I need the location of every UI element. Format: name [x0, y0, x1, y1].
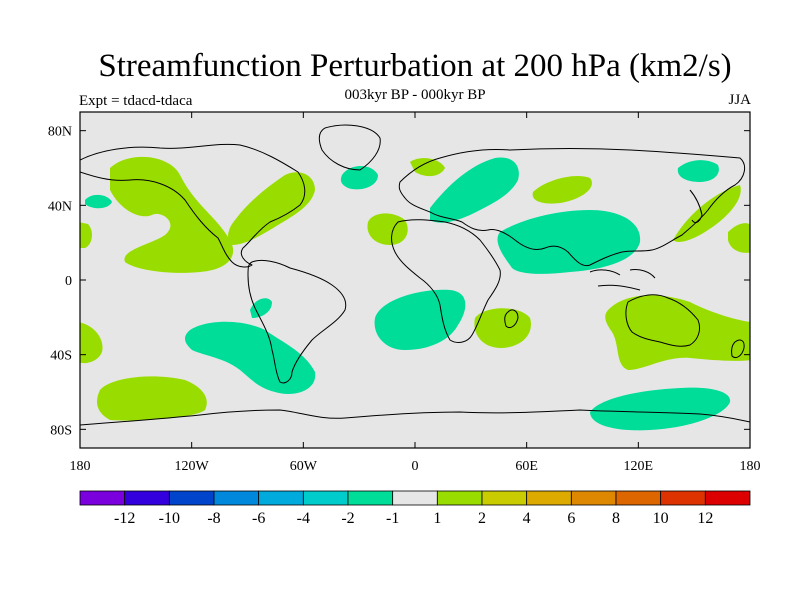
coastline-madagascar — [504, 309, 519, 329]
colorbar-label: 1 — [433, 510, 441, 527]
positive-anomaly-region — [728, 223, 750, 253]
anomaly-layer — [80, 156, 750, 431]
coastline-europe-asia — [398, 148, 746, 267]
negative-anomaly-region — [184, 321, 316, 394]
lon-tick-label: 120W — [175, 459, 210, 474]
coastline-japan — [689, 189, 703, 223]
colorbar-swatch — [481, 490, 528, 506]
coastline-antarctica — [80, 409, 750, 426]
colorbar-label: -10 — [159, 510, 180, 527]
coastline-greenland — [318, 124, 381, 171]
colorbar-swatch — [570, 490, 617, 506]
coastline-north-america — [80, 143, 306, 268]
negative-anomaly-region — [590, 387, 731, 431]
colorbar: -12 -10 -8 -6 -4 -2 -1 1 2 4 6 8 10 12 — [79, 490, 751, 527]
colorbar-swatch — [660, 490, 706, 506]
positive-anomaly-region — [228, 172, 315, 245]
lat-tick-label: 0 — [65, 274, 72, 289]
positive-anomaly-region — [532, 175, 592, 204]
map-tick-labels: 180 120W 60W 0 60E 120E 180 80N 40N 0 40S 80S — [48, 125, 761, 474]
colorbar-swatch — [615, 490, 662, 506]
colorbar-label: 2 — [478, 510, 486, 527]
colorbar-label: 10 — [653, 510, 669, 527]
colorbar-swatch — [258, 490, 304, 506]
plot-subtitle: 003kyr BP - 000kyr BP — [344, 87, 486, 103]
colorbar-label: 8 — [612, 510, 620, 527]
positive-anomaly-region — [474, 308, 531, 348]
colorbar-label: -12 — [114, 510, 135, 527]
lon-tick-label: 60E — [515, 459, 538, 474]
colorbar-swatch — [704, 490, 751, 506]
colorbar-label: -8 — [207, 510, 220, 527]
lon-tick-label: 0 — [412, 459, 419, 474]
colorbar-swatch — [79, 490, 126, 506]
lon-tick-label: 180 — [70, 459, 91, 474]
colorbar-label: 4 — [523, 510, 531, 527]
negative-anomaly-region — [374, 289, 466, 350]
coastlines — [80, 124, 750, 426]
negative-anomaly-region — [85, 194, 112, 209]
positive-anomaly-region — [410, 158, 445, 177]
colorbar-swatch — [526, 490, 572, 506]
colorbar-swatch — [124, 490, 170, 506]
positive-anomaly-region — [367, 213, 408, 245]
lat-tick-label: 80N — [48, 125, 72, 140]
colorbar-swatch — [347, 490, 394, 506]
colorbar-swatch — [302, 490, 349, 506]
colorbar-label: -1 — [386, 510, 399, 527]
lat-tick-label: 40N — [48, 199, 72, 214]
lat-tick-label: 80S — [50, 423, 72, 438]
coastline-indonesia — [589, 269, 656, 291]
negative-anomaly-region — [430, 157, 519, 223]
coastline-australia — [625, 294, 701, 347]
colorbar-label: -2 — [341, 510, 354, 527]
colorbar-swatch — [213, 490, 260, 506]
colorbar-label: -4 — [297, 510, 310, 527]
colorbar-label: 6 — [567, 510, 575, 527]
negative-anomaly-region — [340, 166, 378, 190]
coastline-new-zealand — [731, 339, 745, 359]
positive-anomaly-region — [80, 322, 103, 364]
lon-tick-label: 60W — [290, 459, 318, 474]
colorbar-label: 12 — [697, 510, 713, 527]
positive-anomaly-region — [97, 376, 207, 421]
coastline-south-america — [247, 259, 347, 384]
coastline-africa — [391, 219, 501, 343]
positive-anomaly-region — [605, 295, 750, 370]
colorbar-swatch — [436, 490, 483, 506]
negative-anomaly-region — [250, 298, 272, 318]
lon-tick-label: 120E — [624, 459, 654, 474]
map-ticks — [79, 112, 751, 448]
colorbar-label: -6 — [252, 510, 265, 527]
negative-anomaly-region — [677, 160, 719, 182]
lon-tick-label: 180 — [740, 459, 761, 474]
lat-tick-label: 40S — [50, 349, 72, 364]
experiment-label: Expt = tdacd-tdaca — [79, 93, 193, 109]
positive-anomaly-region — [110, 156, 234, 273]
season-label: JJA — [728, 92, 751, 108]
colorbar-swatch — [392, 490, 438, 506]
positive-anomaly-region — [80, 222, 92, 248]
plot-title: Streamfunction Perturbation at 200 hPa (… — [98, 48, 732, 84]
colorbar-swatch — [168, 490, 215, 506]
